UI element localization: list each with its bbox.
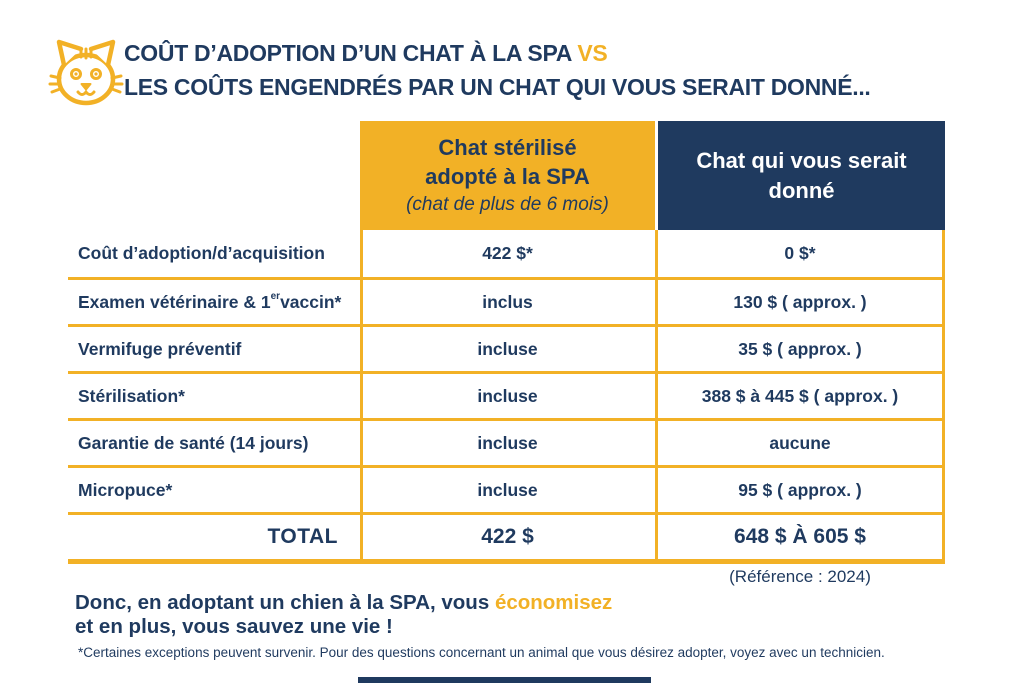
conclusion-text: Donc, en adoptant un chien à la SPA, vou… (75, 591, 612, 639)
cat-face-icon (48, 39, 124, 106)
given-value: aucune (769, 432, 831, 453)
row-label: Vermifuge préventif (78, 338, 242, 359)
row-label: Garantie de santé (14 jours) (78, 432, 309, 453)
table-row: Garantie de santé (14 jours) incluse auc… (68, 418, 945, 465)
header-empty-cell (68, 121, 360, 230)
given-value: 130 $ ( approx. ) (733, 291, 867, 312)
conclusion-highlight: économisez (494, 591, 613, 614)
table-header: Chat stérilisé adopté à la SPA (chat de … (68, 121, 945, 230)
spa-value: incluse (477, 385, 538, 406)
row-label: Micropuce* (78, 479, 173, 500)
spa-value: inclus (482, 291, 533, 312)
given-value: 35 $ ( approx. ) (738, 338, 862, 359)
conclusion-line-1: Donc, en adoptant un chien à la SPA, vou… (75, 591, 613, 614)
column-divider (360, 230, 363, 559)
table-row: Micropuce* incluse 95 $ ( approx. ) (68, 465, 945, 512)
comparison-table: Coût d’adoption/d’acquisition 422 $* 0 $… (68, 230, 945, 564)
reference-note: (Référence : 2024) (729, 567, 871, 586)
column-divider (655, 230, 658, 559)
spa-value: incluse (477, 338, 538, 359)
conclusion-line-2: et en plus, vous sauvez une vie ! (75, 615, 393, 638)
given-value: 0 $* (784, 243, 816, 263)
header-given-column: Chat qui vous serait donné (655, 121, 945, 230)
spa-header-line1: Chat stérilisé (438, 135, 577, 160)
row-label: Stérilisation* (78, 385, 185, 406)
spa-value: 422 $* (482, 243, 533, 263)
spa-value: incluse (477, 432, 538, 453)
spa-header-line2: adopté à la SPA (425, 164, 590, 189)
footnote-text: *Certaines exceptions peuvent survenir. … (78, 645, 885, 660)
spa-header-note: (chat de plus de 6 mois) (406, 194, 609, 215)
column-divider (942, 230, 945, 559)
row-label: Examen vétérinaire & 1 er vaccin* (78, 291, 342, 312)
bottom-divider-bar (358, 677, 651, 683)
total-given-value: 648 $ À 605 $ (734, 525, 866, 548)
total-spa-value: 422 $ (481, 525, 534, 548)
title-vs: VS (577, 40, 608, 66)
table-row: Vermifuge préventif incluse 35 $ ( appro… (68, 324, 945, 371)
header-spa-column: Chat stérilisé adopté à la SPA (chat de … (360, 121, 655, 230)
title-line-2: LES COÛTS ENGENDRÉS PAR UN CHAT QUI VOUS… (124, 74, 871, 100)
row-label: Coût d’adoption/d’acquisition (78, 243, 325, 263)
title-line-1: COÛT D’ADOPTION D’UN CHAT À LA SPA VS (124, 40, 608, 66)
total-label: TOTAL (267, 525, 338, 548)
page-title: COÛT D’ADOPTION D’UN CHAT À LA SPA VS LE… (124, 36, 954, 104)
table-row: Stérilisation* incluse 388 $ à 445 $ ( a… (68, 371, 945, 418)
given-value: 95 $ ( approx. ) (738, 479, 862, 500)
table-row: Examen vétérinaire & 1 er vaccin* inclus … (68, 277, 945, 324)
total-row: TOTAL 422 $ 648 $ À 605 $ (68, 512, 945, 559)
spa-value: incluse (477, 479, 538, 500)
given-value: 388 $ à 445 $ ( approx. ) (701, 385, 899, 406)
table-row: Coût d’adoption/d’acquisition 422 $* 0 $… (68, 230, 945, 277)
